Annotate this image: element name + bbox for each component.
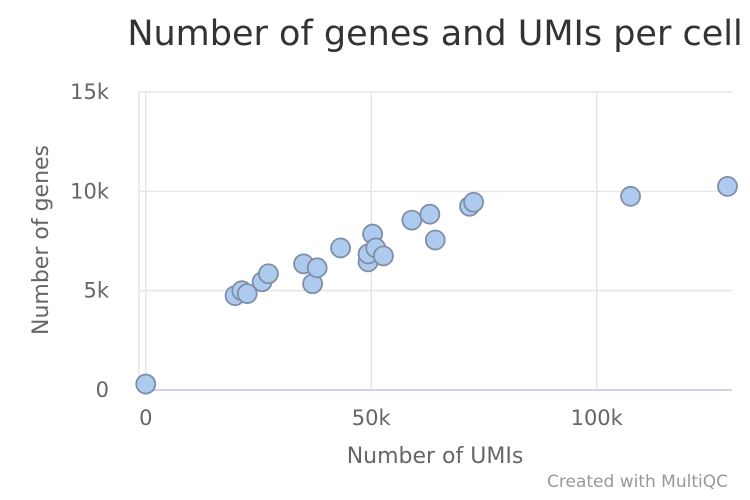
axes — [138, 92, 732, 391]
y-tick-label: 0 — [96, 378, 109, 402]
x-tick-label: 0 — [139, 406, 152, 430]
credit-text: Created with MultiQC — [547, 472, 728, 492]
data-points — [135, 175, 738, 395]
data-point — [236, 283, 258, 305]
x-axis-title: Number of UMIs — [347, 444, 524, 469]
data-point — [135, 373, 157, 395]
y-tick-label: 5k — [83, 279, 109, 303]
data-point — [373, 245, 394, 267]
data-point — [419, 203, 441, 225]
data-point — [330, 237, 351, 259]
data-point — [306, 257, 328, 279]
data-point — [258, 263, 279, 285]
x-tick-label: 100k — [571, 406, 624, 430]
y-tick-label: 10k — [70, 179, 110, 203]
data-point — [620, 185, 641, 207]
chart-title: Number of genes and UMIs per cell — [127, 14, 743, 54]
y-axis-title: Number of genes — [29, 145, 54, 335]
data-point — [717, 175, 738, 197]
data-point — [424, 229, 446, 251]
x-tick-label: 50k — [352, 406, 392, 430]
tick-labels: 0 5k 10k 15k 0 50k 100k — [70, 80, 624, 430]
y-tick-label: 15k — [70, 80, 110, 104]
data-point — [401, 209, 423, 231]
data-point — [463, 191, 485, 213]
